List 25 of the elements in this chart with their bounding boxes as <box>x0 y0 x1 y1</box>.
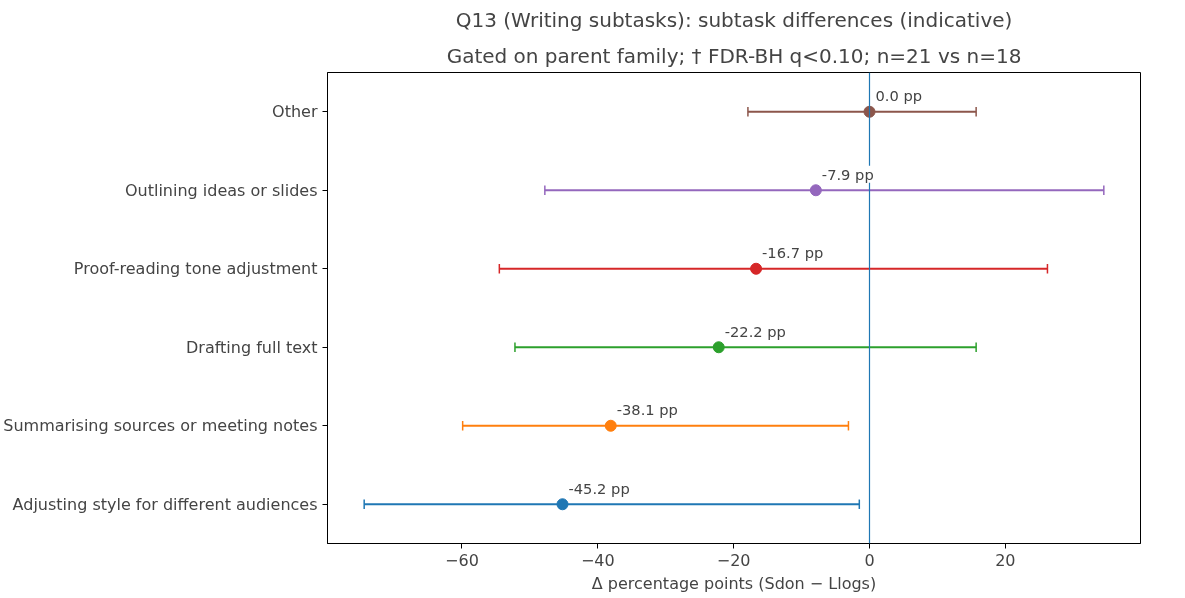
point <box>750 262 763 275</box>
x-tick-label: 0 <box>864 550 875 570</box>
chart-title: Q13 (Writing subtasks): subtask differences (indicative) <box>455 7 1013 32</box>
data-label: -7.9 pp <box>821 165 874 183</box>
x-tick-label: −40 <box>580 550 615 570</box>
point <box>556 498 569 511</box>
data-label: -45.2 pp <box>568 479 630 497</box>
y-tick-label: Summarising sources or meeting notes <box>3 416 318 436</box>
data-label: -16.7 pp <box>762 244 824 262</box>
y-tick-label: Outlining ideas or slides <box>124 180 318 200</box>
y-tick-label: Other <box>272 102 318 122</box>
data-label: -22.2 pp <box>724 322 786 340</box>
x-axis-title: Δ percentage points (Sdon − Llogs) <box>591 573 877 593</box>
data-label: -38.1 pp <box>616 401 678 419</box>
point <box>809 184 822 197</box>
x-tick-label: 20 <box>995 550 1016 570</box>
y-tick-label: Drafting full text <box>186 337 318 357</box>
x-tick-label: −20 <box>716 550 751 570</box>
chart-subtitle: Gated on parent family; † FDR-BH q<0.10; n=21 vs n=18 <box>446 43 1022 68</box>
x-tick-label: −60 <box>445 550 479 570</box>
point <box>604 419 617 432</box>
data-label: 0.0 pp <box>875 87 923 105</box>
y-tick-label: Proof-reading tone adjustment <box>73 259 318 279</box>
point <box>712 341 725 354</box>
y-tick-label: Adjusting style for different audiences <box>12 494 318 514</box>
